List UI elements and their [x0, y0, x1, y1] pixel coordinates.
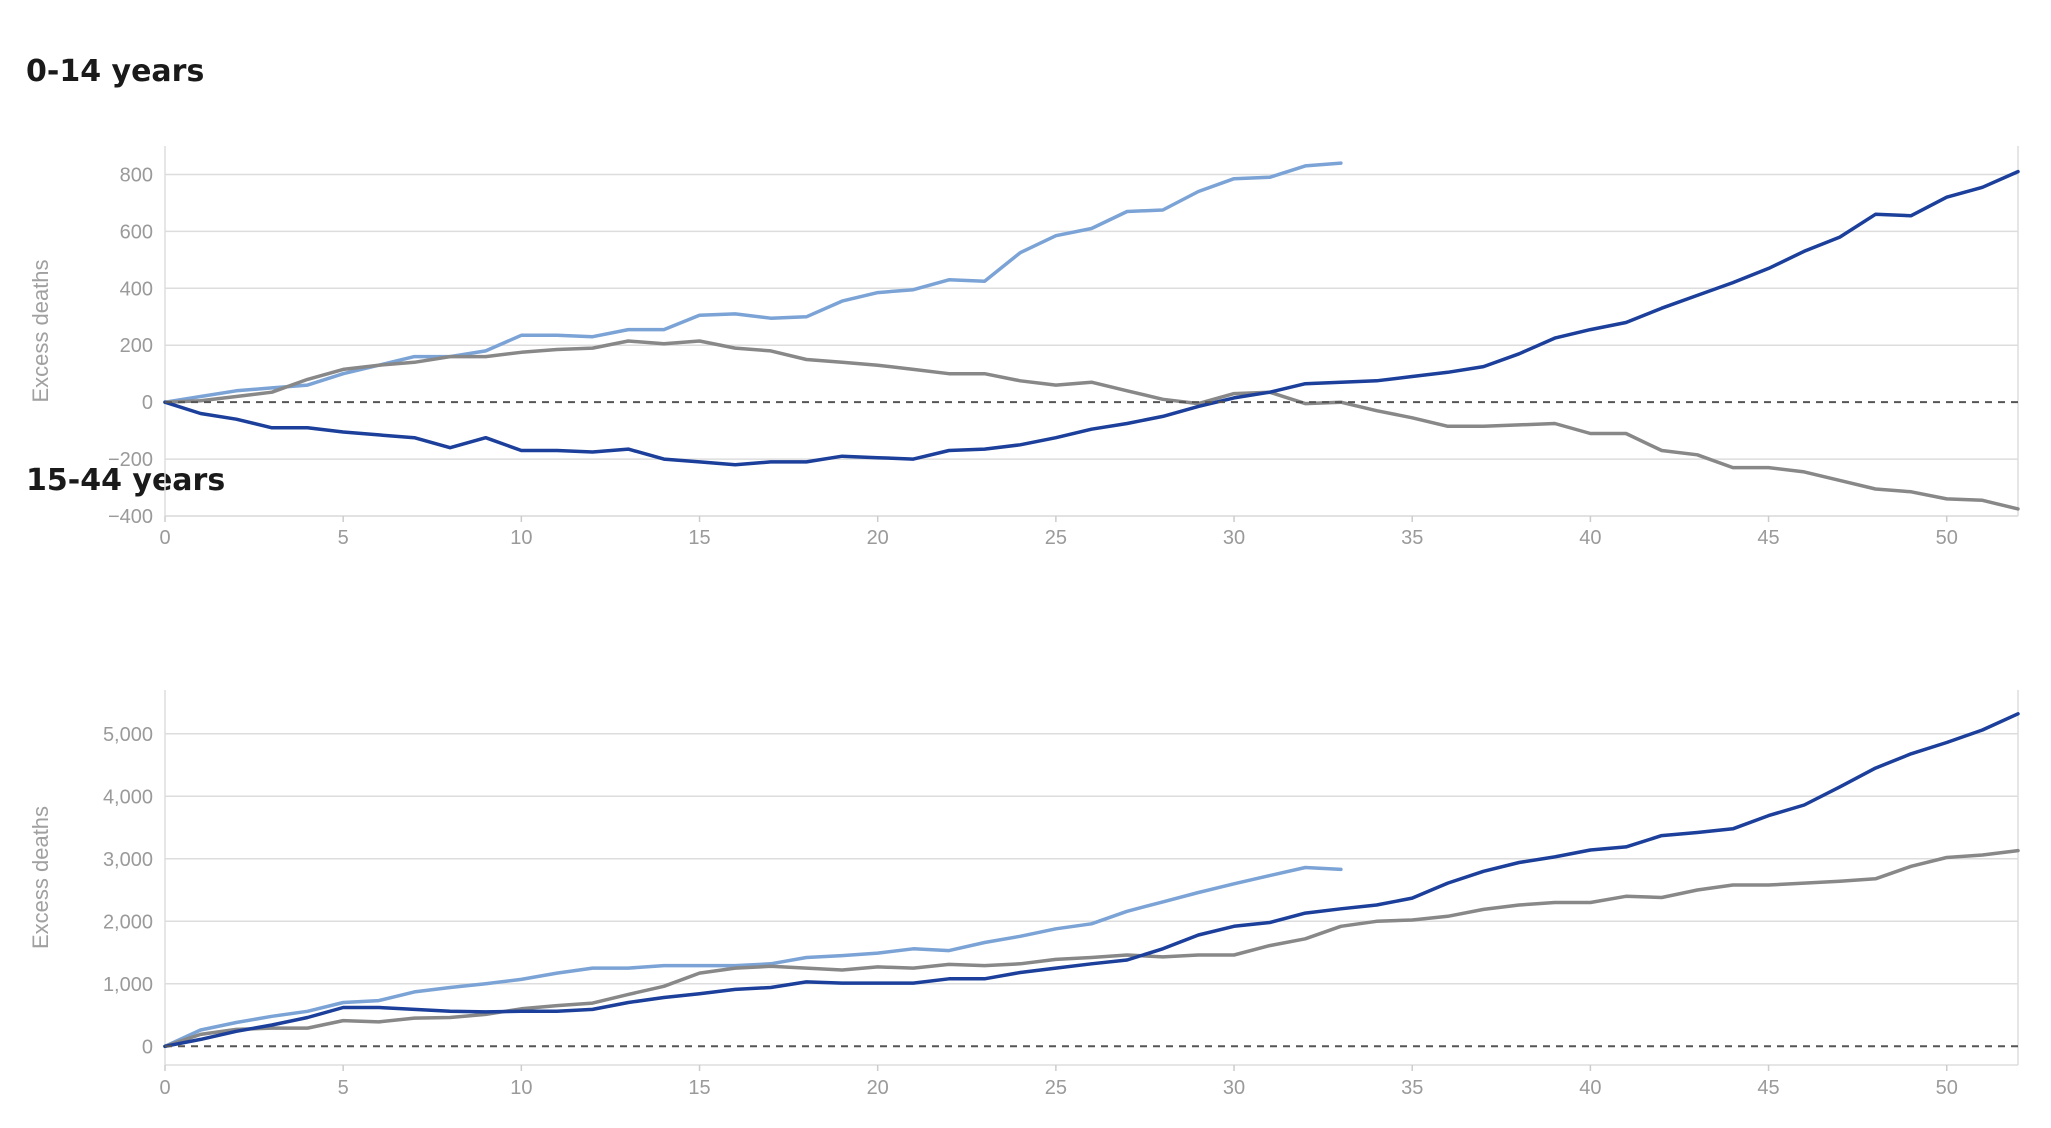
x-tick-label: 30: [1223, 527, 1245, 549]
y-tick-label: 200: [120, 335, 153, 357]
y-tick-label: 0: [142, 1036, 153, 1058]
x-tick-label: 10: [510, 527, 532, 549]
series-line-2: [163, 169, 2020, 467]
x-tick-label: 40: [1579, 1077, 1601, 1099]
x-tick-label: 25: [1045, 1077, 1067, 1099]
x-tick-label: 20: [867, 527, 889, 549]
series-line-0: [163, 865, 1343, 1049]
x-tick-label: 10: [510, 1077, 532, 1099]
panel-title-0-14: 0-14 years: [26, 54, 205, 89]
panel-title-15-44: 15-44 years: [26, 463, 226, 498]
x-tick-label: 20: [867, 1077, 889, 1099]
x-tick-label: 50: [1936, 1077, 1958, 1099]
y-tick-label: 3,000: [103, 849, 153, 871]
x-tick-label: 5: [338, 527, 349, 549]
y-tick-label: 1,000: [103, 974, 153, 996]
y-axis-label: Excess deaths: [28, 259, 53, 402]
x-tick-label: 25: [1045, 527, 1067, 549]
y-tick-label: 600: [120, 221, 153, 243]
x-tick-label: 40: [1579, 527, 1601, 549]
y-tick-label: 800: [120, 164, 153, 186]
x-tick-label: 45: [1757, 1077, 1779, 1099]
x-tick-label: 30: [1223, 1077, 1245, 1099]
x-tick-label: 5: [338, 1077, 349, 1099]
chart-0: −400 −200 0 200 400 600 800 0 5 10 15 20 25 30 35 40 45 5…: [28, 146, 2020, 549]
x-tick-label: 0: [159, 1077, 170, 1099]
y-tick-label: 400: [120, 278, 153, 300]
x-tick-label: 35: [1401, 527, 1423, 549]
y-tick-label: 4,000: [103, 786, 153, 808]
y-tick-label: −200: [108, 449, 153, 471]
x-tick-label: 45: [1757, 527, 1779, 549]
chart-1: 0 1,000 2,000 3,000 4,000 5,000 0 5 10 15 20 25 30 35…: [28, 690, 2020, 1099]
x-tick-label: 15: [688, 1077, 710, 1099]
x-tick-label: 35: [1401, 1077, 1423, 1099]
y-axis-label: Excess deaths: [28, 806, 53, 949]
series-line-1: [163, 339, 2020, 511]
y-tick-label: 5,000: [103, 724, 153, 746]
x-tick-label: 0: [159, 527, 170, 549]
series-line-1: [163, 848, 2020, 1049]
y-tick-label: 0: [142, 392, 153, 414]
y-tick-label: −400: [108, 506, 153, 528]
y-tick-label: 2,000: [103, 911, 153, 933]
series-line-2: [163, 712, 2020, 1049]
x-tick-label: 15: [688, 527, 710, 549]
x-tick-label: 50: [1936, 527, 1958, 549]
series-line-0: [163, 161, 1343, 404]
